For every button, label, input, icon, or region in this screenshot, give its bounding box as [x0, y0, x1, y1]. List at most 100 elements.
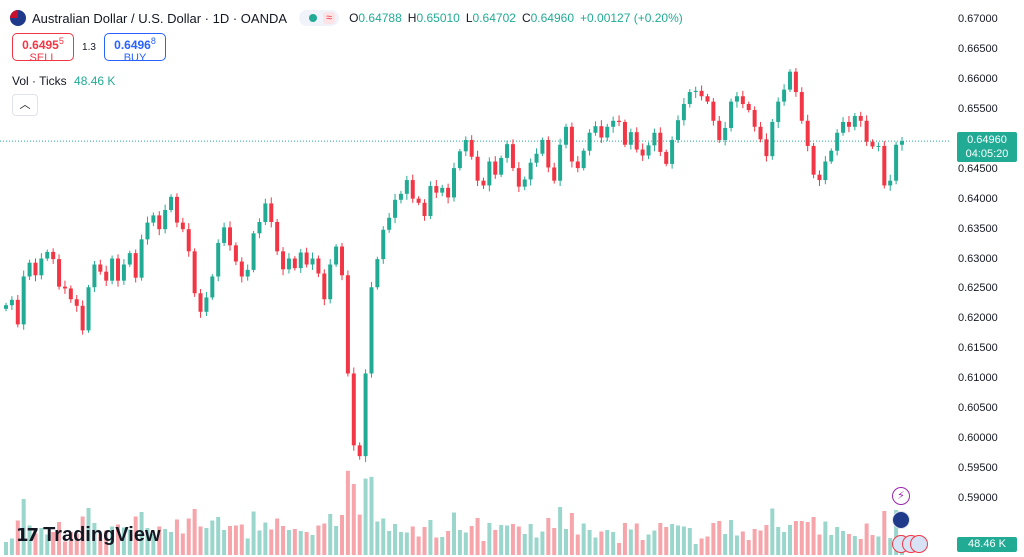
buy-price: 0.6496 [114, 38, 151, 52]
candle-body [340, 246, 344, 276]
candle-body [263, 203, 268, 222]
logo-text: TradingView [43, 524, 161, 546]
sell-button[interactable]: 0.64955 SELL [12, 33, 74, 64]
tradingview-logo[interactable]: 𝟭𝟳 TradingView [16, 524, 161, 547]
candle [39, 253, 44, 280]
sell-price: 0.6495 [22, 38, 59, 52]
candle-body [540, 139, 545, 154]
volume-bar [894, 510, 899, 555]
volume-bar [86, 508, 91, 555]
candle [251, 230, 256, 273]
candle [457, 148, 462, 171]
volume-bar [687, 528, 692, 555]
candle-body [180, 222, 185, 230]
candle-body [322, 273, 327, 300]
candle [121, 259, 126, 285]
candle [127, 250, 132, 267]
volume-bar [15, 520, 20, 555]
candle-body [740, 96, 745, 105]
candle-body [363, 373, 368, 457]
candle [286, 253, 291, 274]
candle [410, 174, 415, 203]
candle-body [416, 198, 421, 203]
price-chart[interactable] [0, 0, 950, 557]
volume-bar [74, 533, 79, 555]
candle-body [127, 253, 132, 265]
candle-body [528, 162, 533, 180]
price-axis[interactable]: 0.670000.665000.660000.655000.650000.645… [950, 0, 1024, 557]
volume-bar [564, 529, 568, 555]
volume-bar [363, 478, 368, 555]
volume-bar [758, 530, 763, 555]
candle [882, 141, 887, 189]
candle [516, 162, 521, 193]
ohlc-key: L [465, 11, 473, 25]
candle-body [151, 215, 156, 223]
candle [387, 213, 392, 233]
candle [776, 97, 781, 128]
candle-body [569, 126, 574, 162]
volume-bar [764, 525, 769, 555]
candle [80, 300, 85, 335]
volume-value: 48.46 K [74, 74, 116, 88]
candle [416, 196, 421, 206]
volume-bar [21, 499, 26, 555]
candle-body [564, 126, 568, 145]
candle-body [286, 258, 291, 270]
au-flag-event-icon[interactable] [892, 511, 910, 529]
candle-body [746, 104, 751, 111]
candle-body [304, 252, 309, 265]
volume-bar [233, 525, 238, 555]
candle [805, 114, 810, 152]
candle [888, 174, 893, 191]
candle [110, 255, 115, 285]
tradingview-mark-icon: 𝟭𝟳 [16, 525, 39, 545]
candle-body [328, 264, 333, 300]
volume-bar [776, 527, 781, 555]
candle-body [74, 299, 79, 306]
candle-body [9, 299, 14, 306]
candle-body [292, 258, 297, 269]
candle [68, 285, 73, 303]
candle [369, 281, 374, 378]
market-status[interactable]: ≈ [299, 10, 340, 26]
lightning-event-icon[interactable]: ⚡ [892, 487, 910, 505]
volume-bar [676, 525, 680, 555]
candle-body [452, 168, 456, 198]
buy-button[interactable]: 0.64968 BUY [104, 33, 166, 64]
candle-body [440, 187, 445, 193]
candle [27, 259, 32, 281]
volume-bar [510, 524, 515, 555]
candle [664, 149, 669, 167]
candle-body [174, 196, 179, 223]
candle-body [204, 297, 209, 312]
volume-bar [693, 544, 698, 555]
candle [475, 150, 480, 187]
candle [180, 217, 185, 233]
candle [222, 222, 227, 246]
symbol-title[interactable]: Australian Dollar / U.S. Dollar · 1D · O… [32, 10, 288, 26]
candle [245, 264, 250, 281]
volume-bar [104, 530, 109, 555]
y-tick-label: 0.64000 [958, 192, 998, 205]
volume-bar [723, 534, 728, 555]
candle [351, 367, 356, 451]
candle [493, 156, 498, 179]
candle-body [375, 259, 380, 288]
candle [204, 292, 209, 316]
candle-body [357, 445, 362, 457]
candle [640, 143, 645, 161]
y-tick-label: 0.60000 [958, 432, 998, 445]
candle-body [670, 139, 675, 164]
candle [705, 93, 710, 105]
candle [116, 254, 120, 287]
volume-bar [410, 526, 415, 555]
candle-body [876, 145, 881, 147]
candle [699, 85, 704, 101]
collapse-legend-button[interactable]: ︿ [12, 94, 38, 116]
us-flag-event-icon-3[interactable] [910, 535, 928, 553]
volume-bar [876, 536, 881, 555]
candle-body [463, 139, 468, 152]
candle-body [139, 239, 144, 278]
volume-bar [593, 537, 598, 555]
